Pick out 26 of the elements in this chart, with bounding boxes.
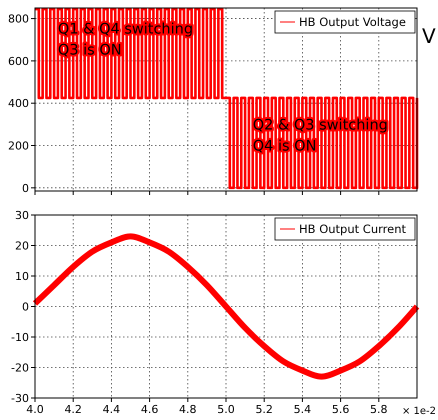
- legend-label: HB Output Voltage: [299, 15, 406, 29]
- text: V: [422, 24, 436, 48]
- x-tick-label: 5.4: [294, 403, 312, 416]
- y-tick-label: 0: [22, 300, 29, 314]
- x-tick-label: 5.0: [217, 403, 235, 416]
- y-tick-label: 800: [8, 12, 29, 26]
- text: × 1e-2: [402, 406, 436, 417]
- y-tick-label: -20: [11, 362, 29, 374]
- y-tick-label: 600: [8, 54, 29, 68]
- x-tick-label: 4.6: [140, 403, 158, 416]
- x-tick-label: 5.8: [370, 403, 388, 416]
- x-tick-label: 5.2: [255, 403, 273, 416]
- y-tick-label: -30: [11, 392, 29, 405]
- legend-label: HB Output Current: [299, 222, 406, 236]
- y-tick-label: -10: [11, 331, 29, 344]
- x-tick-label: 5.6: [332, 403, 350, 416]
- x-tick-label: 4.2: [64, 403, 82, 416]
- y-tick-label: 0: [22, 182, 29, 195]
- y-tick-label: 20: [15, 240, 29, 252]
- y-tick-label: 200: [8, 140, 29, 153]
- x-tick-label: 4.0: [26, 403, 44, 416]
- y-tick-label: 30: [15, 209, 29, 222]
- x-tick-label: 4.8: [179, 403, 197, 416]
- x-tick-label: 4.4: [102, 403, 120, 416]
- y-tick-label: 400: [8, 97, 29, 110]
- y-tick-label: 10: [15, 270, 29, 283]
